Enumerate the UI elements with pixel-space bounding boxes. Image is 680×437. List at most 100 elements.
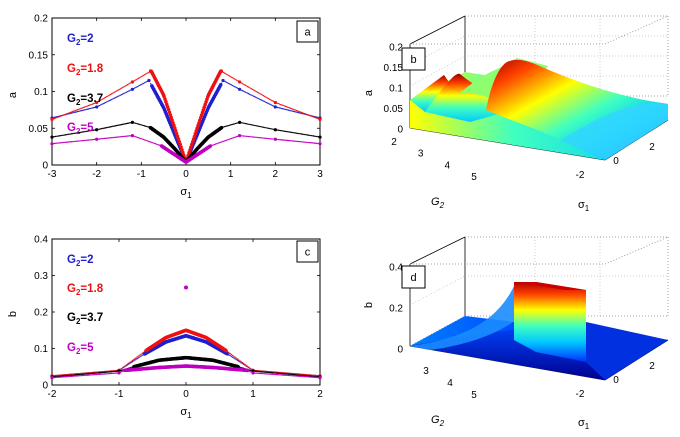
data-point bbox=[260, 137, 262, 139]
data-point bbox=[67, 133, 69, 136]
data-point bbox=[314, 142, 317, 144]
data-point bbox=[276, 372, 279, 374]
data-point bbox=[109, 372, 112, 375]
data-point bbox=[103, 137, 106, 140]
data-point bbox=[312, 142, 314, 144]
data-point bbox=[67, 112, 69, 115]
data-point bbox=[128, 122, 130, 124]
data-point bbox=[257, 92, 260, 94]
data-point bbox=[59, 115, 62, 117]
data-point bbox=[75, 375, 78, 377]
data-point bbox=[272, 128, 274, 130]
data-point bbox=[135, 358, 137, 361]
data-point bbox=[173, 147, 177, 151]
data-point bbox=[118, 95, 120, 97]
y-tick-label: 0.1 bbox=[34, 344, 48, 355]
x-tick-label: -2 bbox=[48, 389, 57, 400]
data-point bbox=[213, 143, 216, 146]
data-point bbox=[134, 135, 136, 138]
data-point bbox=[139, 84, 141, 87]
x-tick-label: -1 bbox=[137, 169, 146, 180]
data-point bbox=[81, 373, 84, 376]
data-point bbox=[267, 373, 269, 375]
data-point bbox=[290, 140, 292, 142]
data-point bbox=[93, 373, 96, 376]
data-point bbox=[291, 140, 294, 142]
data-point bbox=[101, 371, 103, 374]
data-point bbox=[68, 133, 70, 135]
data-point bbox=[268, 103, 270, 105]
data-point bbox=[53, 374, 56, 377]
data-point bbox=[240, 360, 242, 363]
data-point bbox=[129, 82, 131, 85]
data-point bbox=[297, 375, 300, 377]
data-point bbox=[65, 375, 68, 377]
data-point bbox=[232, 137, 234, 139]
data-point bbox=[271, 99, 273, 102]
data-point bbox=[231, 356, 234, 358]
data-point bbox=[121, 86, 124, 89]
z-tick-label: 0.05 bbox=[384, 104, 404, 115]
data-point bbox=[142, 352, 147, 356]
data-point bbox=[82, 109, 85, 111]
data-point bbox=[153, 142, 156, 145]
data-point bbox=[101, 138, 103, 140]
panel-c-label-box bbox=[296, 240, 319, 263]
panel-c-chart: -2 -1 0 1 2 0 0.1 0.2 0.3 0.4 σ1 b c G2=2 G2=1.8 … bbox=[7, 235, 323, 421]
data-point bbox=[122, 368, 126, 372]
data-point bbox=[270, 138, 273, 140]
data-point bbox=[101, 103, 103, 106]
data-point bbox=[298, 375, 301, 377]
data-point bbox=[288, 131, 290, 133]
data-point bbox=[274, 372, 276, 374]
panel-d-surface bbox=[410, 282, 668, 380]
data-point bbox=[117, 95, 119, 98]
data-point bbox=[308, 376, 310, 378]
data-point bbox=[195, 126, 199, 130]
data-point bbox=[87, 104, 90, 107]
data-point bbox=[298, 110, 300, 113]
data-point bbox=[273, 128, 277, 132]
data-point bbox=[281, 104, 283, 106]
data-point bbox=[310, 115, 312, 117]
data-point bbox=[82, 373, 85, 375]
data-point bbox=[67, 374, 69, 377]
data-point bbox=[225, 125, 227, 128]
x-tick-label: 2 bbox=[649, 361, 655, 372]
data-point bbox=[296, 140, 298, 143]
data-point bbox=[262, 371, 264, 373]
data-point bbox=[86, 108, 89, 110]
data-point bbox=[269, 103, 271, 106]
data-point bbox=[72, 110, 74, 113]
data-point bbox=[145, 139, 147, 142]
data-point bbox=[234, 78, 237, 81]
data-point bbox=[265, 373, 268, 375]
data-point bbox=[73, 374, 75, 376]
data-point bbox=[208, 144, 213, 148]
data-point bbox=[289, 131, 292, 133]
data-point bbox=[220, 82, 223, 84]
data-point bbox=[247, 366, 250, 368]
data-point bbox=[303, 141, 306, 143]
data-point bbox=[184, 364, 188, 368]
data-point bbox=[286, 130, 288, 133]
data-point bbox=[287, 131, 289, 133]
data-point bbox=[70, 141, 73, 143]
data-point bbox=[225, 81, 228, 83]
data-point bbox=[195, 147, 199, 151]
z-tick-label: 0.1 bbox=[389, 84, 403, 95]
data-point bbox=[68, 141, 70, 143]
data-point bbox=[107, 100, 109, 103]
data-point bbox=[315, 376, 318, 379]
data-point bbox=[63, 141, 65, 144]
data-point bbox=[238, 80, 242, 84]
data-point bbox=[68, 373, 70, 376]
data-point bbox=[268, 98, 271, 100]
data-point bbox=[237, 360, 240, 362]
data-point bbox=[76, 109, 79, 111]
data-point bbox=[258, 372, 261, 375]
data-point bbox=[101, 373, 103, 375]
data-point bbox=[264, 371, 266, 373]
x-tick-label: 1 bbox=[228, 169, 234, 180]
data-point bbox=[308, 141, 311, 144]
